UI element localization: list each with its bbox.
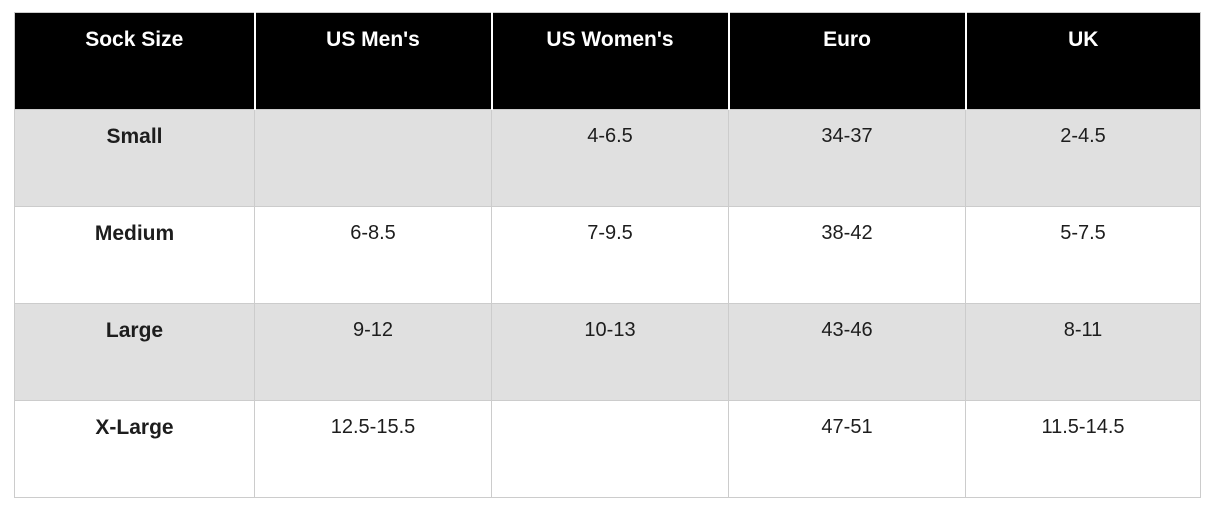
sock-size-chart: Sock Size US Men's US Women's Euro UK Sm… bbox=[14, 12, 1201, 498]
cell-small-us-mens bbox=[254, 109, 492, 207]
cell-x-large-us-mens: 12.5-15.5 bbox=[254, 400, 492, 498]
sock-size-table: Sock Size US Men's US Women's Euro UK Sm… bbox=[14, 12, 1201, 498]
table-row-x-large: X-Large 12.5-15.5 47-51 11.5-14.5 bbox=[14, 400, 1201, 498]
cell-small-uk: 2-4.5 bbox=[965, 109, 1201, 207]
row-label-large: Large bbox=[14, 303, 255, 401]
col-header-sock-size: Sock Size bbox=[14, 12, 256, 110]
row-label-medium: Medium bbox=[14, 206, 255, 304]
table-row-large: Large 9-12 10-13 43-46 8-11 bbox=[14, 303, 1201, 401]
cell-medium-us-womens: 7-9.5 bbox=[491, 206, 729, 304]
cell-medium-euro: 38-42 bbox=[728, 206, 966, 304]
cell-small-us-womens: 4-6.5 bbox=[491, 109, 729, 207]
cell-large-us-mens: 9-12 bbox=[254, 303, 492, 401]
cell-small-euro: 34-37 bbox=[728, 109, 966, 207]
cell-medium-uk: 5-7.5 bbox=[965, 206, 1201, 304]
cell-x-large-uk: 11.5-14.5 bbox=[965, 400, 1201, 498]
header-row: Sock Size US Men's US Women's Euro UK bbox=[14, 12, 1201, 110]
table-row-medium: Medium 6-8.5 7-9.5 38-42 5-7.5 bbox=[14, 206, 1201, 304]
col-header-uk: UK bbox=[964, 12, 1201, 110]
cell-large-euro: 43-46 bbox=[728, 303, 966, 401]
col-header-us-womens: US Women's bbox=[490, 12, 730, 110]
cell-large-us-womens: 10-13 bbox=[491, 303, 729, 401]
cell-x-large-us-womens bbox=[491, 400, 729, 498]
col-header-euro: Euro bbox=[727, 12, 967, 110]
cell-medium-us-mens: 6-8.5 bbox=[254, 206, 492, 304]
cell-x-large-euro: 47-51 bbox=[728, 400, 966, 498]
row-label-small: Small bbox=[14, 109, 255, 207]
col-header-us-mens: US Men's bbox=[253, 12, 493, 110]
table-row-small: Small 4-6.5 34-37 2-4.5 bbox=[14, 109, 1201, 207]
cell-large-uk: 8-11 bbox=[965, 303, 1201, 401]
row-label-x-large: X-Large bbox=[14, 400, 255, 498]
